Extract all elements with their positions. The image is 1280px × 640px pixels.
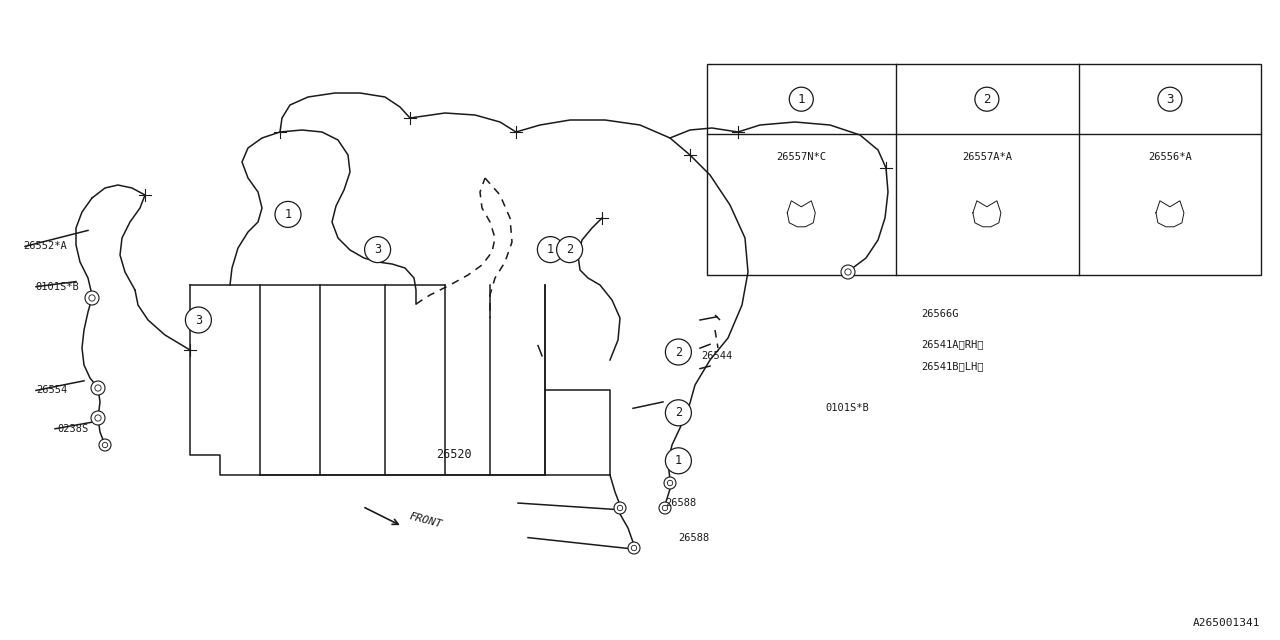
- Circle shape: [538, 237, 563, 262]
- Text: A265001341: A265001341: [1193, 618, 1260, 628]
- Text: 3: 3: [374, 243, 381, 256]
- Circle shape: [666, 339, 691, 365]
- Text: 26554: 26554: [36, 385, 67, 396]
- Text: 2: 2: [675, 406, 682, 419]
- Circle shape: [102, 442, 108, 448]
- Text: 0101S*B: 0101S*B: [826, 403, 869, 413]
- Circle shape: [365, 237, 390, 262]
- Circle shape: [841, 265, 855, 279]
- Text: 2: 2: [983, 93, 991, 106]
- Circle shape: [99, 439, 111, 451]
- Text: 3: 3: [1166, 93, 1174, 106]
- Circle shape: [666, 400, 691, 426]
- Circle shape: [790, 87, 813, 111]
- Circle shape: [975, 87, 998, 111]
- Circle shape: [95, 415, 101, 421]
- Text: 3: 3: [195, 314, 202, 326]
- Text: 2: 2: [566, 243, 573, 256]
- Text: 26541B〈LH〉: 26541B〈LH〉: [922, 361, 984, 371]
- Circle shape: [662, 506, 668, 511]
- Text: 1: 1: [797, 93, 805, 106]
- Circle shape: [84, 291, 99, 305]
- Circle shape: [617, 506, 622, 511]
- Text: 1: 1: [675, 454, 682, 467]
- Bar: [707, 64, 1261, 275]
- Circle shape: [1158, 87, 1181, 111]
- Circle shape: [275, 202, 301, 227]
- Text: 26556*A: 26556*A: [1148, 152, 1192, 163]
- Text: 2: 2: [675, 346, 682, 358]
- Circle shape: [91, 411, 105, 425]
- Circle shape: [666, 448, 691, 474]
- Circle shape: [91, 381, 105, 395]
- Text: 26541A〈RH〉: 26541A〈RH〉: [922, 339, 984, 349]
- Circle shape: [628, 542, 640, 554]
- Text: 0101S*B: 0101S*B: [36, 282, 79, 292]
- Circle shape: [614, 502, 626, 514]
- Circle shape: [88, 295, 95, 301]
- Circle shape: [667, 480, 673, 486]
- Circle shape: [557, 237, 582, 262]
- Text: 26566G: 26566G: [922, 308, 959, 319]
- Circle shape: [186, 307, 211, 333]
- Text: 0238S: 0238S: [58, 424, 88, 434]
- Circle shape: [631, 545, 636, 550]
- Circle shape: [664, 477, 676, 489]
- Text: 26588: 26588: [666, 498, 696, 508]
- Circle shape: [95, 385, 101, 391]
- Text: 26520: 26520: [436, 448, 472, 461]
- Text: 26588: 26588: [678, 532, 709, 543]
- Circle shape: [659, 502, 671, 514]
- Text: 26544: 26544: [701, 351, 732, 361]
- Text: 26557A*A: 26557A*A: [961, 152, 1012, 163]
- Circle shape: [845, 269, 851, 275]
- Text: 26552*A: 26552*A: [23, 241, 67, 252]
- Text: 1: 1: [284, 208, 292, 221]
- Text: FRONT: FRONT: [408, 511, 444, 529]
- Text: 1: 1: [547, 243, 554, 256]
- Text: 26557N*C: 26557N*C: [776, 152, 827, 163]
